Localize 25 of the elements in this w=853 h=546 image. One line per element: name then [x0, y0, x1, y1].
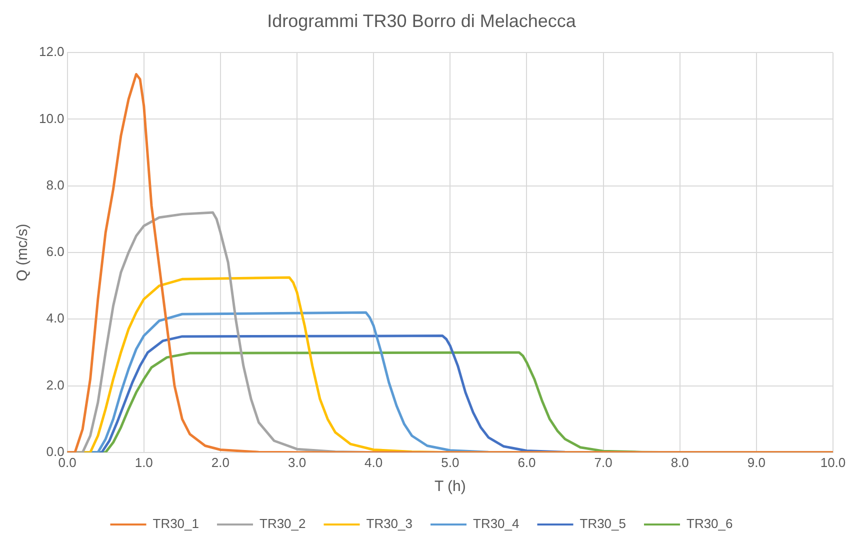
x-tick-label: 2.0: [211, 454, 230, 470]
y-tick-label: 6.0: [46, 244, 64, 260]
x-tick-label: 8.0: [670, 454, 689, 470]
y-tick-label: 10.0: [38, 110, 64, 126]
x-tick-label: 10.0: [820, 454, 846, 470]
legend-label: TR30_1: [152, 516, 200, 532]
y-axis-title: Q (mc/s): [14, 224, 32, 282]
y-tick-label: 8.0: [46, 177, 64, 192]
chart-title: Idrogrammi TR30 Borro di Melachecca: [267, 10, 577, 31]
legend-label: TR30_3: [366, 516, 412, 532]
x-tick-label: 9.0: [747, 454, 766, 470]
y-tick-label: 2.0: [46, 377, 64, 392]
y-tick-label: 12.0: [38, 44, 64, 60]
legend-label: TR30_2: [260, 516, 306, 532]
x-tick-label: 3.0: [288, 454, 306, 470]
legend-label: TR30_4: [473, 516, 520, 532]
y-tick-label: 4.0: [46, 310, 64, 326]
legend-label: TR30_6: [686, 516, 733, 532]
x-tick-label: 4.0: [364, 454, 383, 470]
x-tick-label: 1.0: [134, 454, 153, 470]
x-tick-label: 5.0: [441, 454, 460, 470]
x-tick-label: 6.0: [518, 454, 536, 470]
x-axis-title: T (h): [434, 478, 466, 496]
legend-label: TR30_5: [580, 516, 626, 532]
x-tick-label: 7.0: [594, 454, 612, 470]
